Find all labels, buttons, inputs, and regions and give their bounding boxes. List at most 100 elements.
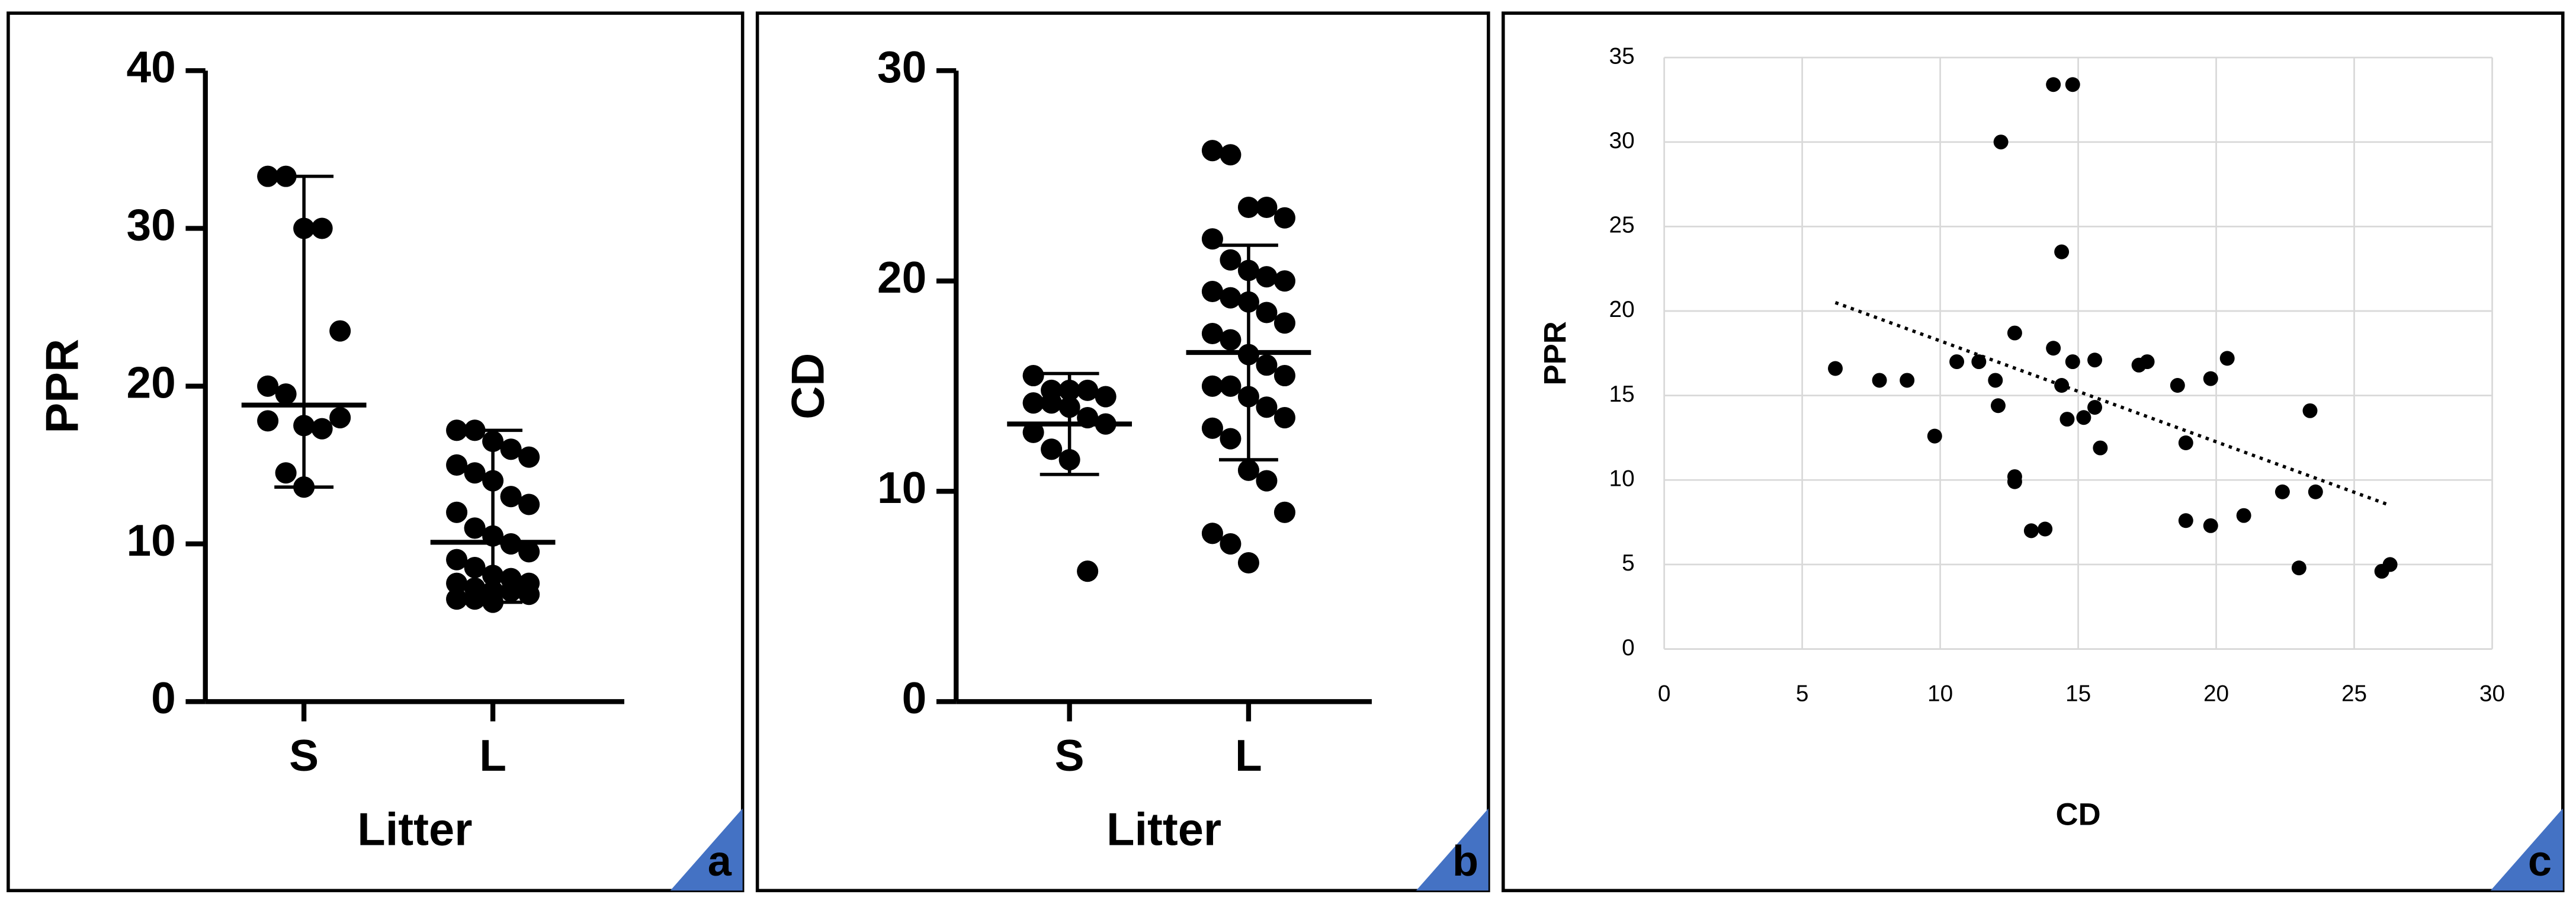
data-point: [1220, 428, 1242, 450]
data-point: [2219, 351, 2235, 366]
panel-border: [755, 11, 1490, 893]
data-point: [1220, 144, 1242, 166]
x-tick-label: S: [1055, 730, 1085, 780]
panel-label: a: [708, 838, 732, 885]
y-tick-label: 15: [1609, 382, 1635, 407]
x-tick-label: 30: [2479, 681, 2505, 706]
data-point: [2178, 435, 2193, 450]
data-point: [1201, 140, 1223, 162]
data-point: [2065, 354, 2080, 370]
data-point: [464, 556, 486, 579]
data-point: [1220, 249, 1242, 271]
y-tick-label: 0: [902, 673, 927, 723]
data-point: [446, 454, 468, 476]
x-tick-label: 15: [2065, 681, 2091, 706]
data-point: [1256, 470, 1278, 492]
data-point: [1273, 270, 1295, 292]
panel-label: c: [2528, 838, 2552, 885]
corner-tab: [2490, 808, 2563, 891]
data-point: [1256, 396, 1278, 418]
x-axis-title: Litter: [1106, 805, 1221, 855]
data-point: [2054, 244, 2070, 259]
data-point: [2087, 400, 2103, 415]
x-tick-label: 20: [2203, 681, 2229, 706]
data-point: [2139, 354, 2155, 370]
data-point: [518, 584, 540, 605]
x-tick-label: L: [1235, 730, 1262, 780]
data-point: [2178, 513, 2193, 528]
y-tick-label: 25: [1609, 213, 1635, 238]
data-point: [1273, 501, 1295, 523]
data-point: [1220, 287, 1242, 309]
data-point: [1273, 207, 1295, 229]
data-point: [1041, 438, 1063, 460]
data-point: [2065, 77, 2080, 92]
data-point: [1095, 386, 1117, 408]
data-point: [2308, 484, 2323, 499]
data-point: [2046, 77, 2061, 92]
data-point: [2093, 440, 2108, 456]
data-point: [2275, 484, 2290, 499]
data-point: [1273, 407, 1295, 429]
data-point: [1872, 373, 1887, 388]
y-tick-label: 10: [877, 463, 926, 512]
data-point: [1237, 552, 1259, 574]
data-point: [518, 446, 540, 468]
data-point: [2087, 352, 2103, 368]
data-point: [1237, 196, 1259, 219]
data-point: [1971, 354, 1987, 370]
data-point: [446, 501, 468, 523]
data-point: [2382, 557, 2398, 572]
data-point: [1988, 373, 2003, 388]
y-axis-title: CD: [783, 353, 834, 419]
data-point: [446, 419, 468, 441]
data-point: [329, 407, 351, 429]
data-point: [1201, 280, 1223, 303]
data-point: [257, 375, 279, 397]
data-point: [329, 320, 351, 342]
data-point: [2046, 341, 2061, 356]
data-point: [1900, 373, 1915, 388]
data-point: [1949, 354, 1965, 370]
data-point: [2007, 325, 2022, 341]
x-tick-label: 0: [1658, 681, 1671, 706]
data-point: [1220, 329, 1242, 351]
data-point: [1022, 392, 1044, 414]
y-tick-label: 30: [127, 200, 176, 249]
x-tick-label: S: [289, 730, 319, 780]
data-point: [1022, 421, 1044, 443]
data-point: [2007, 474, 2022, 489]
y-axis-title: PPR: [1538, 321, 1573, 385]
x-axis-title: CD: [2056, 797, 2101, 832]
data-point: [1256, 354, 1278, 376]
data-point: [1201, 228, 1223, 250]
data-point: [518, 541, 540, 563]
x-axis-title: Litter: [357, 805, 472, 855]
data-point: [464, 517, 486, 539]
data-point: [2023, 523, 2039, 539]
data-point: [1927, 428, 1942, 444]
x-tick-label: L: [479, 730, 506, 780]
data-point: [1077, 560, 1099, 582]
data-point: [1220, 375, 1242, 397]
data-point: [2059, 412, 2075, 427]
data-point: [1201, 523, 1223, 544]
x-tick-label: 25: [2341, 681, 2367, 706]
data-point: [1828, 361, 1843, 376]
panel-border: [1502, 11, 2565, 893]
data-point: [2236, 508, 2251, 523]
data-point: [518, 493, 540, 515]
data-point: [464, 462, 486, 484]
data-point: [2302, 403, 2318, 418]
data-point: [1273, 365, 1295, 387]
data-point: [1993, 134, 2009, 150]
y-tick-label: 0: [151, 673, 176, 723]
data-point: [275, 462, 297, 484]
x-tick-label: 10: [1927, 681, 1953, 706]
data-point: [1990, 398, 2006, 414]
data-point: [2170, 378, 2185, 393]
y-tick-label: 35: [1609, 43, 1635, 69]
data-point: [2054, 378, 2070, 393]
